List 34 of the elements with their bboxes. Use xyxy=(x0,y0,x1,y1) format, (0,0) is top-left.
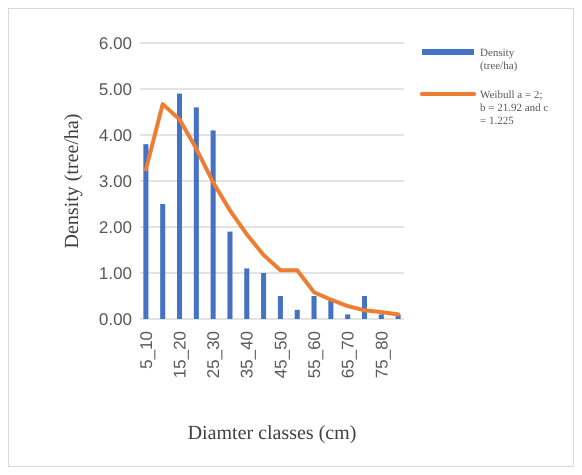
legend-label: Weibull a = 2; b = 21.92 and c = 1.225 xyxy=(480,89,548,127)
y-tick-label: 0.00 xyxy=(98,310,132,329)
bar xyxy=(227,232,232,319)
y-tick-label: 3.00 xyxy=(98,172,132,191)
y-tick-label: 4.00 xyxy=(98,126,132,145)
y-tick-label: 6.00 xyxy=(98,34,132,53)
x-tick-label: 55_60 xyxy=(304,331,324,378)
x-tick-label: 5_10 xyxy=(136,331,156,369)
bar xyxy=(160,204,166,319)
x-tick-label: 15_20 xyxy=(170,331,190,378)
line-series xyxy=(144,102,400,316)
y-tick-label: 1.00 xyxy=(98,264,132,283)
bar xyxy=(345,314,350,319)
x-tick-label: 45_50 xyxy=(271,331,290,378)
legend-label: Density (tree/ha) xyxy=(480,47,518,72)
x-tick-label: 25_30 xyxy=(204,331,224,378)
y-axis-title: Density (tree/ha) xyxy=(61,114,83,248)
bar xyxy=(312,296,317,319)
x-tick-label: 75_80 xyxy=(372,331,392,378)
x-axis-title: Diamter classes (cm) xyxy=(188,422,356,444)
bar xyxy=(261,273,266,319)
bar xyxy=(143,144,148,319)
bar xyxy=(244,268,250,319)
bar xyxy=(378,314,384,319)
bar xyxy=(278,296,283,319)
y-tick-label: 2.00 xyxy=(98,218,132,237)
bar xyxy=(294,310,300,319)
bar xyxy=(194,107,199,319)
x-tick-label: 35_40 xyxy=(238,331,257,378)
bar xyxy=(328,300,334,319)
x-tick-label: 65_70 xyxy=(338,331,358,378)
y-tick-label: 5.00 xyxy=(98,80,132,99)
bar xyxy=(210,130,216,319)
bar xyxy=(176,94,182,319)
